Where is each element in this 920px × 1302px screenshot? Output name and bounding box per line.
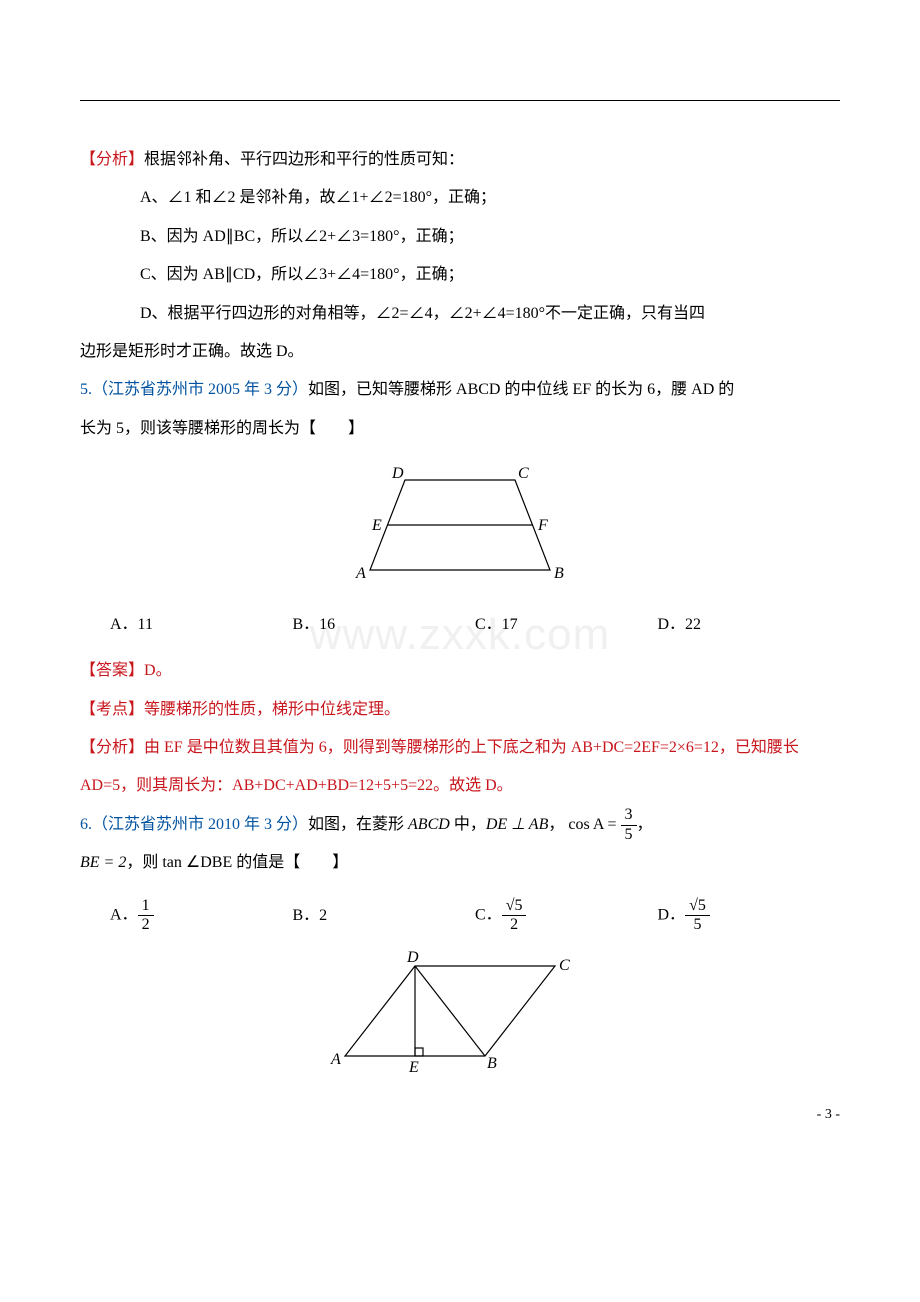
q5-answer: 【答案】D。 xyxy=(80,652,840,690)
comma: ， xyxy=(637,816,653,833)
label-D: D xyxy=(391,465,404,482)
q5-opt-A: A．11 xyxy=(80,607,293,642)
optD-label: D． xyxy=(658,906,686,923)
label-F: F xyxy=(537,517,548,534)
q6-opt-C: C．√52 xyxy=(475,897,658,935)
q5-fenxi2: AD=5，则其周长为：AB+DC+AD+BD=12+5+5=22。故选 D。 xyxy=(80,767,840,805)
q5-opt-B: B．16 xyxy=(293,607,476,642)
q6-stem-line1: 6.（江苏省苏州市 2010 年 3 分）如图，在菱形 ABCD 中，DE ⊥ … xyxy=(80,806,840,844)
optA-label: A． xyxy=(110,906,138,923)
q5-source: （江苏省苏州市 2005 年 3 分） xyxy=(92,381,308,398)
q6-stem2b: 的值是【 】 xyxy=(232,854,348,871)
q6-tanDBE: tan ∠DBE xyxy=(162,854,232,871)
fenxi-text1: 由 EF 是中位数且其值为 6，则得到等腰梯形的上下底之和为 AB+DC=2EF… xyxy=(144,739,799,756)
q5-stem-line2: 长为 5，则该等腰梯形的周长为【 】 xyxy=(80,410,840,448)
analysis4-A: A、∠1 和∠2 是邻补角，故∠1+∠2=180°，正确； xyxy=(80,179,840,217)
q5-fenxi1: 【分析】由 EF 是中位数且其值为 6，则得到等腰梯形的上下底之和为 AB+DC… xyxy=(80,729,840,767)
analysis4-intro: 【分析】根据邻补角、平行四边形和平行的性质可知： xyxy=(80,141,840,179)
fenxi-label: 【分析】 xyxy=(80,739,144,756)
label-A: A xyxy=(355,565,366,582)
analysis4-intro-text: 根据邻补角、平行四边形和平行的性质可知： xyxy=(144,151,464,168)
q6-source: （江苏省苏州市 2010 年 3 分） xyxy=(92,816,308,833)
q6-options: A．12 B．2 C．√52 D．√55 xyxy=(80,897,840,935)
label-B: B xyxy=(487,1055,497,1072)
answer-value: D。 xyxy=(144,662,172,679)
answer-label: 【答案】 xyxy=(80,662,144,679)
q6-ABCD: ABCD xyxy=(408,816,450,833)
q5-opt-D: D．22 xyxy=(658,607,841,642)
analysis4-B: B、因为 AD∥BC，所以∠2+∠3=180°，正确； xyxy=(80,218,840,256)
q5-number: 5. xyxy=(80,381,92,398)
q6-opt-A: A．12 xyxy=(80,897,293,935)
q5-diagram: A B C D E F xyxy=(80,460,840,595)
q6-diagram: A B C D E xyxy=(80,946,840,1081)
label-C: C xyxy=(559,957,570,974)
q6-opt-B: B．2 xyxy=(293,898,476,933)
q6-BE2: BE = 2 xyxy=(80,854,126,871)
label-E: E xyxy=(408,1059,419,1076)
optA-frac: 12 xyxy=(138,897,154,935)
top-border xyxy=(80,100,840,101)
kaodian-text: 等腰梯形的性质，梯形中位线定理。 xyxy=(144,701,400,718)
label-C: C xyxy=(518,465,529,482)
q6-stem1b: 中， xyxy=(450,816,486,833)
q5-opt-C: C．17 xyxy=(475,607,658,642)
q6-DEperpAB: DE ⊥ AB xyxy=(486,816,549,833)
q5-stem1: 如图，已知等腰梯形 ABCD 的中位线 EF 的长为 6，腰 AD 的 xyxy=(308,381,734,398)
trapezoid-svg: A B C D E F xyxy=(330,460,590,590)
label-E: E xyxy=(371,517,382,534)
optC-frac: √52 xyxy=(502,897,527,935)
q6-stem-line2: BE = 2，则 tan ∠DBE 的值是【 】 xyxy=(80,844,840,882)
kaodian-label: 【考点】 xyxy=(80,701,144,718)
analysis-label: 【分析】 xyxy=(80,151,144,168)
page-number: - 3 - xyxy=(817,1107,840,1123)
label-B: B xyxy=(554,565,564,582)
q5-options: A．11 B．16 C．17 D．22 xyxy=(80,607,840,642)
analysis4-C: C、因为 AB∥CD，所以∠3+∠4=180°，正确； xyxy=(80,256,840,294)
optC-label: C． xyxy=(475,906,502,923)
q5-kaodian: 【考点】等腰梯形的性质，梯形中位线定理。 xyxy=(80,691,840,729)
rhombus-svg: A B C D E xyxy=(315,946,605,1076)
q6-number: 6. xyxy=(80,816,92,833)
analysis4-D1: D、根据平行四边形的对角相等，∠2=∠4，∠2+∠4=180°不一定正确，只有当… xyxy=(80,295,840,333)
q6-stem2a: ，则 xyxy=(126,854,162,871)
optD-frac: √55 xyxy=(685,897,710,935)
q6-stem1a: 如图，在菱形 xyxy=(308,816,408,833)
label-D: D xyxy=(406,949,419,966)
q6-stem1c: ， xyxy=(548,816,564,833)
analysis4-D2: 边形是矩形时才正确。故选 D。 xyxy=(80,333,840,371)
q6-cosA: cos A = xyxy=(568,816,620,833)
q6-opt-D: D．√55 xyxy=(658,897,841,935)
label-A: A xyxy=(330,1051,341,1068)
q6-frac35: 35 xyxy=(621,806,637,844)
q5-stem-line1: 5.（江苏省苏州市 2005 年 3 分）如图，已知等腰梯形 ABCD 的中位线… xyxy=(80,371,840,409)
